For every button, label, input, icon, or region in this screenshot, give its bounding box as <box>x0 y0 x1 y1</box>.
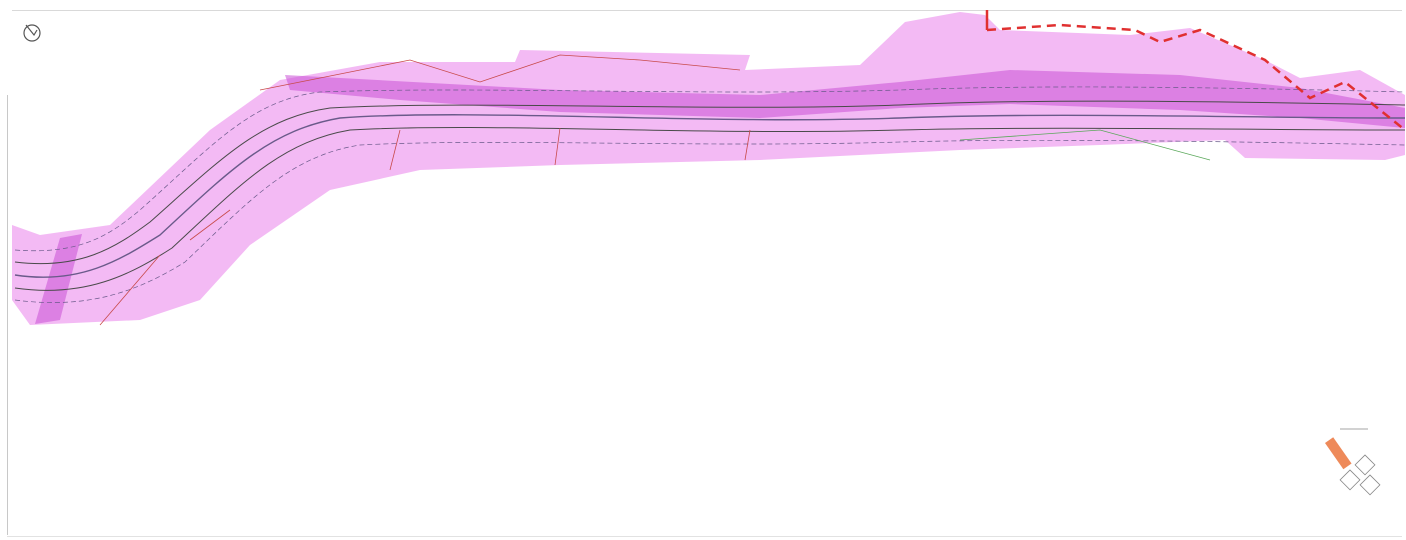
road-edge-north <box>14 100 1406 265</box>
offset-line-north <box>14 86 1406 252</box>
parcel-line-3 <box>99 127 751 326</box>
north-arrow-pointer <box>25 24 38 37</box>
dashed-boundary <box>985 10 1406 131</box>
parcel-line-1 <box>259 54 741 91</box>
location-key-highlight <box>1325 437 1352 470</box>
sheet-frame-bottom <box>7 536 1402 537</box>
boundary-dashed-line <box>986 23 1406 131</box>
parcel-line-2 <box>959 129 1211 161</box>
location-key-block-2 <box>1339 469 1361 491</box>
alignment-linework <box>14 54 1406 326</box>
road-edge-south <box>14 126 1406 291</box>
sheet-frame-left <box>7 95 8 535</box>
location-key-block-3 <box>1359 474 1381 496</box>
corridor-layer <box>12 12 1405 325</box>
corridor-inner-band <box>285 70 1405 128</box>
north-arrow-icon <box>23 24 41 42</box>
corridor-cross-band <box>35 234 82 324</box>
location-key <box>1325 428 1381 496</box>
right-of-way-corridor <box>12 12 1405 325</box>
north-arrow-ring <box>23 24 41 42</box>
sheet-frame-top <box>12 10 1402 11</box>
location-key-block-1 <box>1354 454 1376 476</box>
offset-line-south <box>14 139 1406 303</box>
centerline <box>14 114 1406 278</box>
